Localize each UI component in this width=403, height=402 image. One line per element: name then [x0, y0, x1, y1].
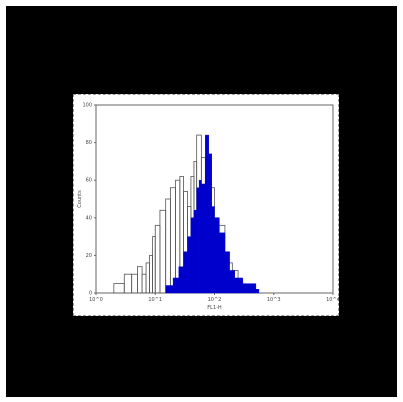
y-tick-label: 80 — [86, 140, 92, 146]
histogram-bin — [211, 206, 215, 294]
histogram-bin — [190, 217, 195, 294]
histogram-bin — [214, 217, 220, 294]
histogram-bin — [183, 251, 188, 294]
y-tick-label: 20 — [86, 253, 92, 259]
histogram-chart: 10^0 10^1 10^2 10^3 10^4 0 20 40 60 80 100 FL1-H C… — [77, 103, 340, 312]
y-tick-label: 40 — [86, 215, 92, 221]
filled-series — [165, 134, 260, 294]
histogram-bin — [165, 285, 174, 294]
histogram-bin — [193, 210, 197, 294]
histogram-bin — [172, 277, 180, 294]
histogram-bin — [218, 232, 226, 294]
histogram-bin — [229, 270, 235, 294]
histogram-bin — [208, 153, 212, 294]
histogram-bin — [198, 179, 202, 294]
histogram-bin — [178, 266, 184, 294]
y-tick-label: 60 — [86, 178, 92, 184]
histogram-bin — [255, 289, 260, 294]
histogram-bin — [234, 277, 243, 294]
histogram-bin — [205, 134, 209, 294]
x-tick-label: 10^0 — [89, 297, 103, 303]
image-frame: 10^0 10^1 10^2 10^3 10^4 0 20 40 60 80 100 FL1-H C… — [6, 6, 397, 397]
histogram-bin — [201, 183, 206, 294]
y-axis-label: Counts — [77, 190, 83, 208]
histogram-panel: 10^0 10^1 10^2 10^3 10^4 0 20 40 60 80 100 FL1-H C… — [73, 94, 340, 316]
histogram-bin — [196, 187, 200, 294]
series-layer — [113, 134, 260, 294]
histogram-bin — [187, 236, 192, 294]
tick-labels: 10^0 10^1 10^2 10^3 10^4 0 20 40 60 80 100 — [82, 103, 339, 304]
y-tick-label: 0 — [89, 291, 92, 297]
histogram-bin — [242, 283, 257, 294]
y-tick-label: 100 — [82, 103, 92, 109]
x-axis-label: FL1-H — [207, 305, 222, 311]
x-tick-label: 10^1 — [148, 297, 162, 303]
x-tick-label: 10^2 — [208, 297, 222, 303]
histogram-bin — [224, 251, 230, 294]
x-tick-label: 10^3 — [267, 297, 281, 303]
x-tick-label: 10^4 — [326, 297, 340, 303]
